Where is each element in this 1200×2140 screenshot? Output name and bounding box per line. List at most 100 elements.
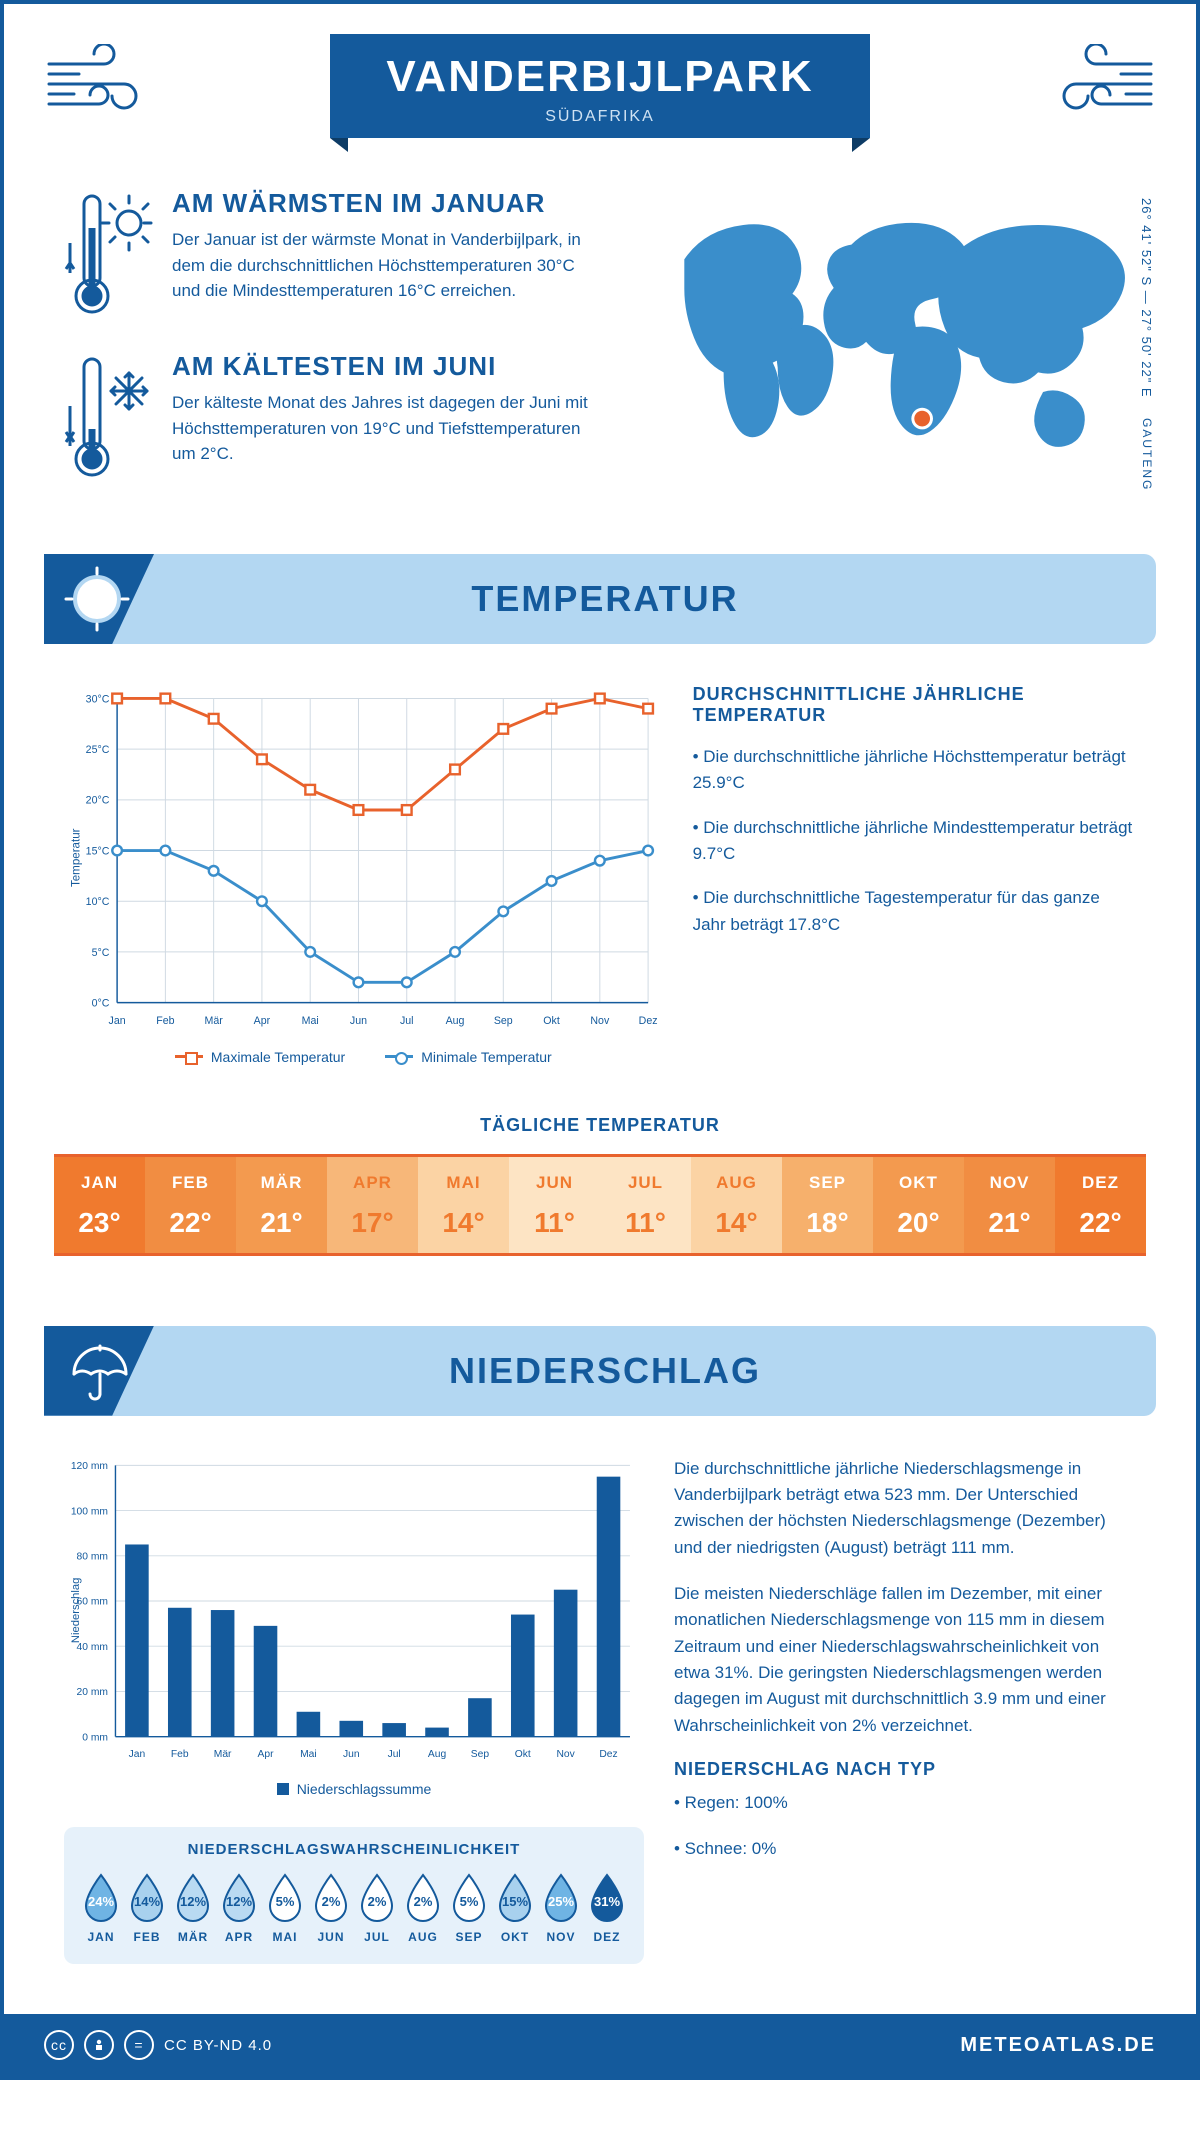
- svg-text:Okt: Okt: [543, 1015, 560, 1027]
- precip-legend-label: Niederschlagssumme: [297, 1781, 432, 1797]
- svg-text:120 mm: 120 mm: [71, 1461, 108, 1472]
- prob-drop-cell: 14%FEB: [126, 1872, 168, 1944]
- precip-section-banner: NIEDERSCHLAG: [44, 1326, 1156, 1416]
- temp-chart-legend: Maximale Temperatur Minimale Temperatur: [64, 1049, 663, 1065]
- svg-text:Apr: Apr: [258, 1749, 275, 1760]
- svg-text:20 mm: 20 mm: [77, 1687, 108, 1698]
- daily-temp-cell: JAN23°: [54, 1157, 145, 1253]
- svg-text:10°C: 10°C: [86, 896, 110, 908]
- warmest-fact: AM WÄRMSTEN IM JANUAR Der Januar ist der…: [64, 188, 605, 323]
- cc-icon: cc: [44, 2030, 74, 2060]
- daily-temp-cell: NOV21°: [964, 1157, 1055, 1253]
- prob-drop-cell: 5%MAI: [264, 1872, 306, 1944]
- svg-text:Apr: Apr: [254, 1015, 271, 1027]
- svg-text:0°C: 0°C: [92, 997, 110, 1009]
- temp-bullet: • Die durchschnittliche jährliche Mindes…: [693, 815, 1136, 868]
- prob-drop-cell: 2%AUG: [402, 1872, 444, 1944]
- svg-text:Dez: Dez: [599, 1749, 617, 1760]
- daily-temp-cell: SEP18°: [782, 1157, 873, 1253]
- svg-text:Aug: Aug: [446, 1015, 465, 1027]
- precipitation-chart: 0 mm20 mm40 mm60 mm80 mm100 mm120 mmNied…: [64, 1456, 644, 1765]
- prob-title: NIEDERSCHLAGSWAHRSCHEINLICHKEIT: [80, 1841, 628, 1858]
- svg-text:Jan: Jan: [129, 1749, 146, 1760]
- svg-text:Okt: Okt: [515, 1749, 531, 1760]
- svg-text:Jan: Jan: [109, 1015, 126, 1027]
- daily-temp-strip: JAN23°FEB22°MÄR21°APR17°MAI14°JUN11°JUL1…: [54, 1154, 1146, 1256]
- title-banner: VANDERBIJLPARK SÜDAFRIKA: [330, 34, 870, 138]
- svg-text:5°C: 5°C: [92, 947, 110, 959]
- legend-max-label: Maximale Temperatur: [211, 1049, 345, 1065]
- daily-temp-cell: MAI14°: [418, 1157, 509, 1253]
- precip-chart-legend: Niederschlagssumme: [64, 1781, 644, 1797]
- svg-text:Niederschlag: Niederschlag: [70, 1577, 82, 1642]
- svg-text:Mär: Mär: [214, 1749, 232, 1760]
- umbrella-icon: [62, 1336, 132, 1406]
- site-name: METEOATLAS.DE: [960, 2034, 1156, 2057]
- svg-text:Sep: Sep: [494, 1015, 513, 1027]
- prob-drop-cell: 24%JAN: [80, 1872, 122, 1944]
- svg-text:25°C: 25°C: [86, 744, 110, 756]
- temp-bullet: • Die durchschnittliche jährliche Höchst…: [693, 744, 1136, 797]
- prob-drop-cell: 15%OKT: [494, 1872, 536, 1944]
- svg-text:Temperatur: Temperatur: [70, 828, 82, 887]
- svg-text:Mai: Mai: [300, 1749, 317, 1760]
- svg-text:Nov: Nov: [557, 1749, 576, 1760]
- precip-type-heading: NIEDERSCHLAG NACH TYP: [674, 1759, 1136, 1780]
- region-label: GAUTENG: [1140, 418, 1154, 491]
- sun-icon: [62, 564, 132, 634]
- license-label: CC BY-ND 4.0: [164, 2037, 272, 2054]
- precip-section-title: NIEDERSCHLAG: [154, 1350, 1156, 1392]
- daily-temp-cell: FEB22°: [145, 1157, 236, 1253]
- world-map-icon: [645, 188, 1136, 488]
- svg-text:Feb: Feb: [156, 1015, 174, 1027]
- thermometer-cold-icon: [64, 351, 154, 481]
- daily-temp-cell: OKT20°: [873, 1157, 964, 1253]
- thermometer-hot-icon: [64, 188, 154, 318]
- svg-text:15°C: 15°C: [86, 845, 110, 857]
- svg-text:Mär: Mär: [205, 1015, 224, 1027]
- temp-section-banner: TEMPERATUR: [44, 554, 1156, 644]
- header: VANDERBIJLPARK SÜDAFRIKA: [4, 4, 1196, 158]
- daily-temp-cell: AUG14°: [691, 1157, 782, 1253]
- page-subtitle: SÜDAFRIKA: [380, 108, 820, 126]
- prob-drop-cell: 5%SEP: [448, 1872, 490, 1944]
- svg-text:80 mm: 80 mm: [77, 1551, 108, 1562]
- svg-text:Jun: Jun: [343, 1749, 360, 1760]
- prob-drop-cell: 25%NOV: [540, 1872, 582, 1944]
- daily-temp-cell: DEZ22°: [1055, 1157, 1146, 1253]
- temperature-chart: 0°C 5°C 10°C 15°C 20°C 25°C 30°C Jan Feb Mär Apr Ma…: [64, 684, 663, 1065]
- svg-text:Feb: Feb: [171, 1749, 189, 1760]
- by-icon: [84, 2030, 114, 2060]
- page-title: VANDERBIJLPARK: [380, 52, 820, 102]
- coldest-text: Der kälteste Monat des Jahres ist dagege…: [172, 390, 605, 467]
- daily-temp-cell: MÄR21°: [236, 1157, 327, 1253]
- svg-text:Mai: Mai: [302, 1015, 319, 1027]
- footer: cc = CC BY-ND 4.0 METEOATLAS.DE: [4, 2014, 1196, 2076]
- daily-temp-title: TÄGLICHE TEMPERATUR: [4, 1115, 1196, 1136]
- svg-text:Jul: Jul: [400, 1015, 414, 1027]
- svg-text:Dez: Dez: [639, 1015, 658, 1027]
- prob-drop-cell: 12%APR: [218, 1872, 260, 1944]
- daily-temp-cell: APR17°: [327, 1157, 418, 1253]
- temp-text-heading: DURCHSCHNITTLICHE JÄHRLICHE TEMPERATUR: [693, 684, 1136, 726]
- wind-icon: [1036, 44, 1156, 124]
- prob-drop-cell: 2%JUL: [356, 1872, 398, 1944]
- svg-text:Aug: Aug: [428, 1749, 447, 1760]
- svg-text:Jul: Jul: [388, 1749, 401, 1760]
- svg-text:30°C: 30°C: [86, 693, 110, 705]
- prob-drop-cell: 2%JUN: [310, 1872, 352, 1944]
- svg-text:Jun: Jun: [350, 1015, 367, 1027]
- svg-text:0 mm: 0 mm: [82, 1732, 108, 1743]
- coldest-fact: AM KÄLTESTEN IM JUNI Der kälteste Monat …: [64, 351, 605, 486]
- legend-min-label: Minimale Temperatur: [421, 1049, 551, 1065]
- warmest-title: AM WÄRMSTEN IM JANUAR: [172, 188, 605, 219]
- daily-temp-cell: JUN11°: [509, 1157, 600, 1253]
- precip-para: Die meisten Niederschläge fallen im Deze…: [674, 1581, 1136, 1739]
- svg-text:20°C: 20°C: [86, 795, 110, 807]
- temp-bullet: • Die durchschnittliche Tagestemperatur …: [693, 885, 1136, 938]
- svg-text:Sep: Sep: [471, 1749, 490, 1760]
- svg-text:Nov: Nov: [590, 1015, 610, 1027]
- prob-drop-cell: 31%DEZ: [586, 1872, 628, 1944]
- coordinates-label: 26° 41' 52" S — 27° 50' 22" E: [1139, 198, 1154, 398]
- wind-icon: [44, 44, 164, 124]
